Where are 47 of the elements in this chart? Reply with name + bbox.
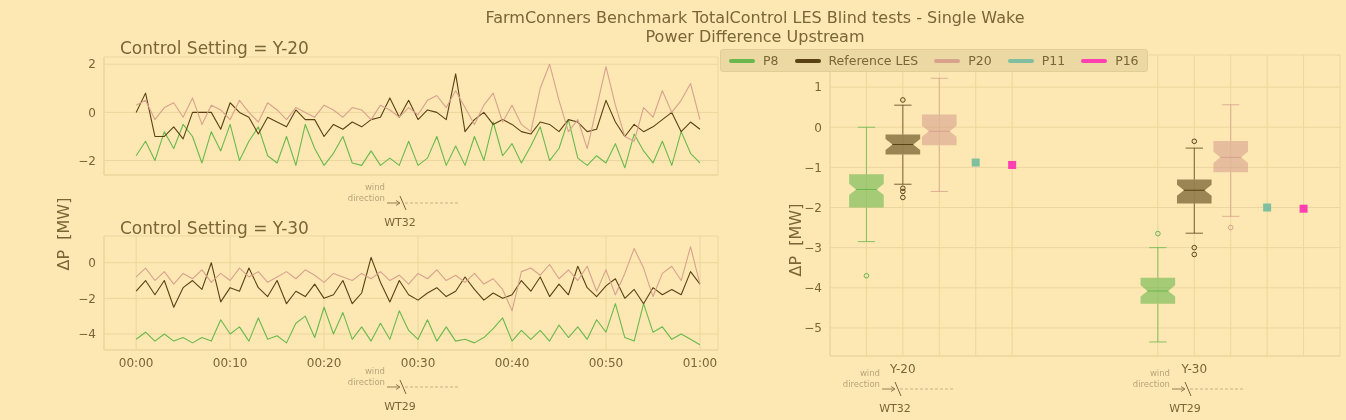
x-tick-label: 00:00 — [118, 355, 154, 370]
x-tick-label: 00:10 — [212, 355, 248, 370]
y-tick-label: −4 — [78, 327, 96, 342]
x-tick-label: 00:30 — [400, 355, 436, 370]
y-tick-label: −1 — [804, 160, 822, 175]
y-axis-title: ΔP [MW] — [54, 196, 73, 273]
text: wind direction — [346, 182, 385, 204]
legend-label: Reference LES — [828, 53, 919, 68]
y-tick-label: −2 — [804, 200, 822, 215]
text: WT29 — [383, 400, 417, 413]
x-tick-label: 01:00 — [682, 355, 718, 370]
y-tick-label: −4 — [804, 281, 822, 296]
text: wind direction — [1131, 368, 1170, 390]
y-tick-label: −5 — [804, 321, 822, 336]
text: WT32 — [383, 216, 417, 229]
line-series — [135, 63, 701, 150]
y-axis-title: ΔP [MW] — [786, 202, 805, 279]
y-tick-label: 0 — [814, 120, 822, 135]
text: WT32 — [878, 402, 912, 415]
chart-title: FarmConners Benchmark TotalControl LES Blind tests - Single Wake — [484, 8, 1026, 27]
x-tick-label: Y-30 — [1180, 361, 1208, 376]
y-tick-label: 0 — [88, 255, 96, 270]
y-tick-label: −2 — [78, 153, 96, 168]
y-tick-label: 0 — [88, 105, 96, 120]
text: wind direction — [841, 368, 880, 390]
y-tick-label: −3 — [804, 240, 822, 255]
line-series — [135, 246, 701, 312]
legend-label: P8 — [763, 53, 779, 68]
chart-subtitle: Power Difference Upstream — [645, 27, 865, 46]
y-tick-label: 2 — [88, 57, 96, 72]
line-series — [135, 119, 701, 169]
y-tick-label: −2 — [78, 291, 96, 306]
chart-title: Control Setting = Y-20 — [120, 38, 309, 58]
legend-label: P16 — [1115, 53, 1139, 68]
chart-title: Control Setting = Y-30 — [120, 218, 309, 238]
x-tick-label: 00:50 — [588, 355, 624, 370]
legend-label: P20 — [968, 53, 992, 68]
x-tick-label: 00:40 — [494, 355, 530, 370]
x-tick-label: 00:20 — [306, 355, 342, 370]
text: wind direction — [346, 366, 385, 388]
y-tick-label: 1 — [814, 80, 822, 95]
line-series — [135, 73, 701, 140]
text: WT29 — [1168, 402, 1202, 415]
x-tick-label: Y-20 — [889, 361, 916, 376]
line-series — [135, 256, 701, 308]
legend-label: P11 — [1041, 53, 1066, 68]
line-series — [135, 303, 701, 346]
